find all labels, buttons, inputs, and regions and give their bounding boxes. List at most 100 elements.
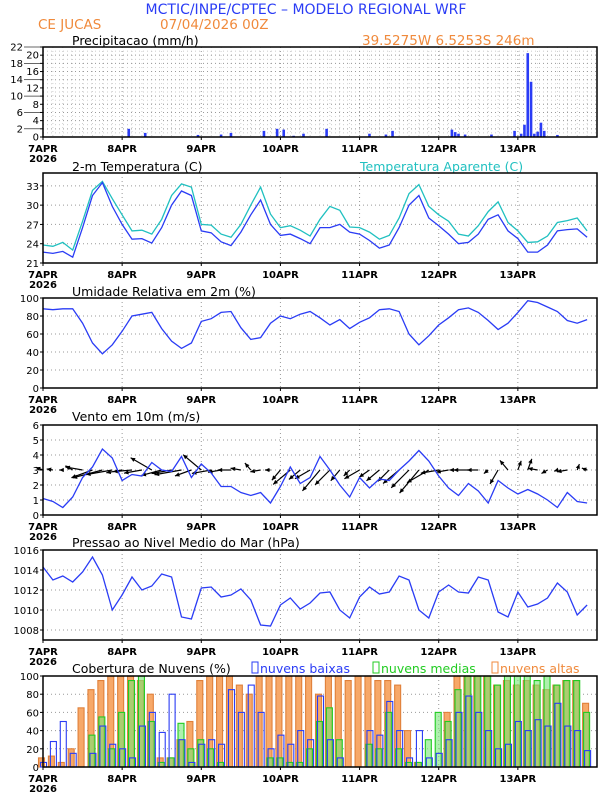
x-tick-label: 13APR <box>500 270 537 281</box>
y-tick-label: 100 <box>20 294 39 305</box>
main-title: MCTIC/INPE/CPTEC – MODELO REGIONAL WRF <box>146 2 467 18</box>
x-tick-label: 11APR <box>341 647 378 658</box>
precip-bar <box>127 128 131 137</box>
wind-arrow <box>453 467 469 473</box>
wind-arrow-head <box>35 466 41 471</box>
precip-bar <box>391 130 394 137</box>
y-tick-label: 20 <box>26 745 39 756</box>
humidity-line <box>42 299 588 355</box>
wind-arrow-head <box>527 466 533 472</box>
precip-bar <box>229 132 233 137</box>
high-cloud-bar <box>216 675 224 768</box>
y-tick-label: 24 <box>26 240 39 251</box>
wind-arrow <box>358 469 370 478</box>
wind-arrow-head <box>230 466 236 472</box>
precip-bar <box>453 132 457 137</box>
precip-bar <box>368 133 371 137</box>
wind-arrow-head <box>490 478 495 484</box>
wind-arrow-head <box>59 467 64 473</box>
panel-frame <box>42 46 598 138</box>
wind-arrow-head <box>383 478 388 484</box>
x-tick-label: 12APR <box>420 270 457 281</box>
wind-arrow-head <box>499 460 505 466</box>
precip-bar <box>450 129 454 137</box>
y-tick-label: 27 <box>26 220 39 231</box>
wind-arrow-head <box>483 469 489 474</box>
high-cloud-bar <box>285 675 293 768</box>
x-tick-label: 13APR <box>500 647 537 658</box>
x-tick-label: 11APR <box>341 144 378 155</box>
x-tick-label: 11APR <box>341 270 378 281</box>
y-tick-label: 1016 <box>14 546 39 557</box>
temperature-line <box>42 181 588 259</box>
wind-arrow <box>581 467 588 472</box>
wind-arrow-head <box>271 475 277 481</box>
wind-arrow-head <box>528 458 533 464</box>
x-axis-year: 2026 <box>29 154 57 165</box>
x-axis-year: 2026 <box>29 532 57 543</box>
wind-arrow <box>85 469 113 476</box>
low-cloud-bar <box>168 693 176 768</box>
y-tick-label: 12 <box>26 83 39 94</box>
x-tick-label: 13APR <box>500 522 537 533</box>
y-tick-label: 60 <box>26 330 39 341</box>
wind-arrow-head <box>106 469 112 475</box>
wind-arrow-head <box>46 467 52 472</box>
low-cloud-bar <box>59 720 67 768</box>
wind-arrow-head <box>391 483 396 488</box>
wind-arrow <box>517 460 522 471</box>
wind-arrow-head <box>288 474 294 480</box>
low-cloud-legend-swatch <box>251 661 259 674</box>
x-tick-label: 10APR <box>262 395 299 406</box>
y-tick-label: 1014 <box>14 566 39 577</box>
wind-arrow <box>65 465 83 471</box>
precip-bar <box>542 130 546 137</box>
high-cloud-bar <box>255 675 263 768</box>
wind-arrow <box>489 469 499 485</box>
x-tick-label: 7APR <box>28 270 58 281</box>
wind-arrow-head <box>581 467 587 472</box>
wind-arrow <box>390 469 410 489</box>
y-tick-label: 30 <box>26 201 39 212</box>
y-tick-label: 3 <box>33 466 39 477</box>
wind-arrow <box>113 469 133 474</box>
precip-title: Precipitacao (mm/h) <box>72 33 199 48</box>
wind-arrow <box>330 469 341 482</box>
x-tick-label: 7APR <box>28 522 58 533</box>
x-tick-label: 10APR <box>262 647 299 658</box>
high-cloud-bar <box>403 730 412 768</box>
mid-cloud-bar <box>127 679 136 768</box>
y-tick-label: 2 <box>33 481 39 492</box>
y-tick-label: 8 <box>33 100 39 111</box>
x-tick-label: 11APR <box>341 395 378 406</box>
y-tick-label: 1008 <box>14 626 39 637</box>
wind-arrow <box>59 467 64 473</box>
precip-bar <box>536 131 539 137</box>
wind-arrow-head <box>113 469 118 474</box>
x-tick-label: 10APR <box>262 522 299 533</box>
y-tick-label: 10 <box>10 92 23 103</box>
panel-frame <box>42 675 598 768</box>
precip-bar <box>384 134 388 137</box>
wind-arrow-head <box>65 465 71 470</box>
precip-bar <box>539 122 543 137</box>
x-tick-label: 7APR <box>28 144 58 155</box>
high-cloud-bar <box>295 675 303 768</box>
precip-bar <box>302 133 305 137</box>
x-axis-year: 2026 <box>29 405 57 416</box>
wind-arrow <box>250 468 261 474</box>
wind-arrow <box>244 462 252 471</box>
pressure-title: Pressao ao Nivel Medio do Mar (hPa) <box>72 535 300 550</box>
y-tick-label: 5 <box>33 436 39 447</box>
low-cloud-legend: nuvens baixas <box>260 661 350 676</box>
y-tick-label: 1 <box>33 496 39 507</box>
x-tick-label: 12APR <box>420 647 457 658</box>
cloud-title: Cobertura de Nuvens (%) <box>72 661 231 676</box>
wind-arrow <box>553 467 560 472</box>
wind-arrow-head <box>343 471 349 476</box>
precip-bar <box>325 128 328 137</box>
panel-frame <box>42 297 598 389</box>
y-tick-label: 20 <box>26 366 39 377</box>
x-tick-label: 8APR <box>107 522 137 533</box>
